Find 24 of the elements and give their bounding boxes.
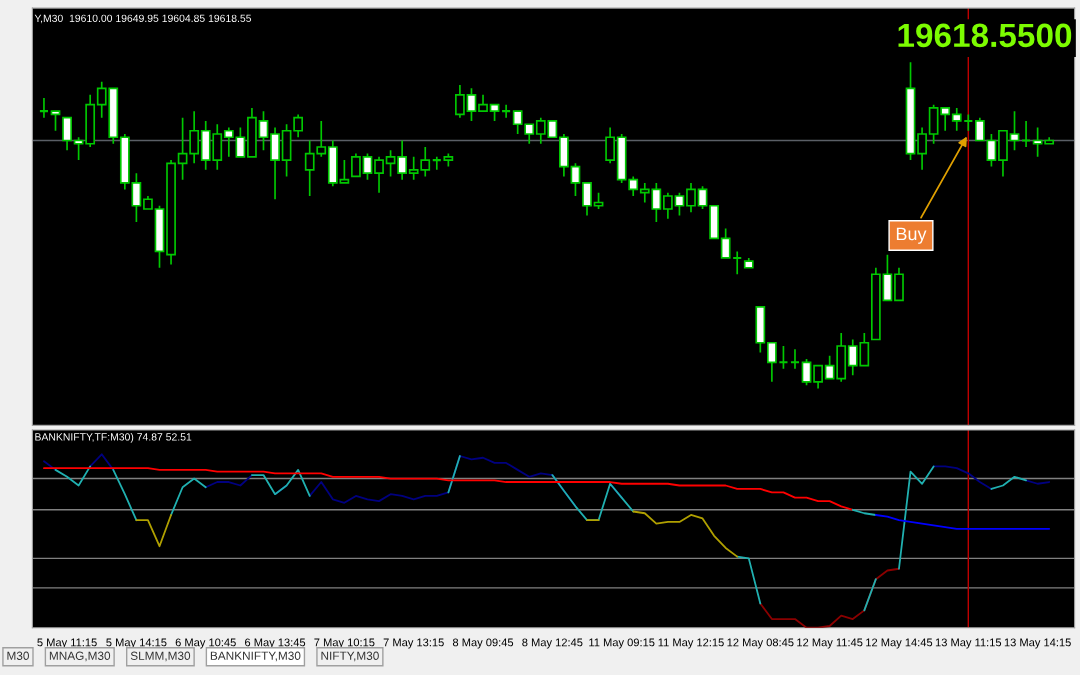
x-tick-label: 13 May 11:15 (935, 638, 1002, 649)
x-tick-label: 6 May 13:45 (245, 638, 306, 649)
chart-title: Y,M30 19610.00 19649.95 19604.85 19618.55 (34, 14, 252, 24)
text: SLMM,M30 (130, 651, 191, 662)
annotation: Buy (896, 227, 927, 244)
text: 19618.5500 (898, 23, 1072, 48)
x-tick-label: 12 May 11:45 (797, 638, 863, 649)
x-tick-label: 8 May 09:45 (452, 638, 514, 649)
text: NIFTY,M30 (321, 651, 379, 662)
text: MNAG,M30 (49, 651, 111, 662)
x-tick-label: 6 May 10:45 (175, 638, 236, 649)
x-tick-label: 7 May 13:15 (383, 638, 444, 649)
x-tick-label: 12 May 08:45 (727, 638, 794, 649)
x-tick-label: 7 May 10:15 (314, 638, 375, 649)
x-tick-label: 8 May 12:45 (522, 638, 583, 649)
x-tick-label: 5 May 11:15 (37, 638, 97, 649)
x-tick-label: 11 May 12:15 (658, 638, 724, 649)
x-tick-label: 11 May 09:15 (589, 638, 655, 649)
text: BANKNIFTY,M30 (210, 651, 301, 662)
text: M30 (7, 651, 29, 660)
x-tick-label: 13 May 14:15 (1004, 638, 1071, 649)
chart-title: BANKNIFTY,TF:M30) 74.87 52.51 (35, 432, 192, 443)
x-tick-label: 12 May 14:45 (866, 638, 933, 649)
x-tick-label: 5 May 14:15 (106, 638, 167, 649)
